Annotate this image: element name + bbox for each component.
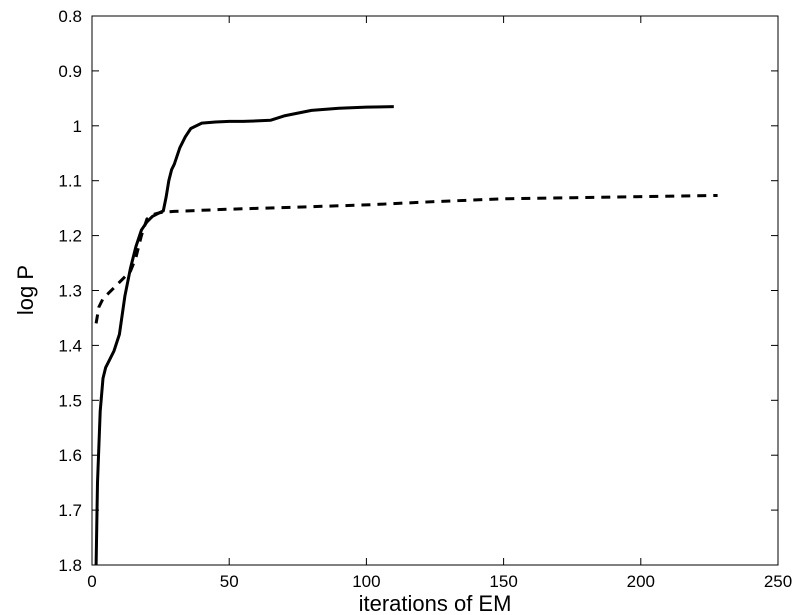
y-tick-label: 1.6 bbox=[58, 446, 82, 465]
y-tick-label: 1.8 bbox=[58, 556, 82, 575]
x-tick-label: 250 bbox=[764, 572, 792, 591]
y-tick-label: 1 bbox=[73, 117, 82, 136]
x-tick-label: 150 bbox=[489, 572, 517, 591]
y-axis-label: log P bbox=[13, 265, 38, 315]
x-axis-label: iterations of EM bbox=[359, 591, 512, 615]
x-tick-label: 50 bbox=[220, 572, 239, 591]
y-ticks: 0.8 0.9 1 1.1 1.2 1.3 1.4 1.5 1.6 1.7 1.8 bbox=[58, 7, 778, 575]
x-tick-label: 100 bbox=[352, 572, 380, 591]
y-tick-label: 1.7 bbox=[58, 501, 82, 520]
series-group bbox=[94, 105, 718, 566]
series-line-dashed bbox=[94, 194, 718, 324]
plot-frame bbox=[91, 15, 779, 566]
y-tick-label: 1.5 bbox=[58, 391, 82, 410]
y-tick-label: 0.8 bbox=[58, 7, 82, 26]
y-tick-label: 1.1 bbox=[58, 172, 82, 191]
x-tick-label: 200 bbox=[627, 572, 655, 591]
y-tick-label: 1.4 bbox=[58, 336, 82, 355]
y-tick-label: 1.3 bbox=[58, 282, 82, 301]
y-tick-label: 1.2 bbox=[58, 227, 82, 246]
y-tick-label: 0.9 bbox=[58, 62, 82, 81]
series-line-solid bbox=[94, 105, 394, 566]
x-tick-label: 0 bbox=[87, 572, 96, 591]
x-ticks: 0 50 100 150 200 250 bbox=[87, 16, 792, 591]
